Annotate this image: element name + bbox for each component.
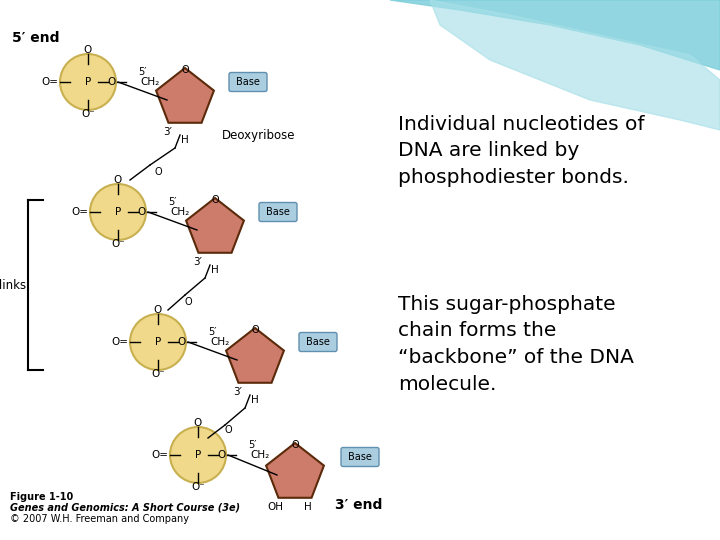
Text: CH₂: CH₂ [170,207,189,217]
Polygon shape [186,198,244,253]
Text: O: O [178,337,186,347]
Text: 5′: 5′ [168,197,176,207]
Polygon shape [156,68,214,123]
Text: Base: Base [306,337,330,347]
Text: O: O [114,175,122,185]
FancyBboxPatch shape [299,333,337,352]
Text: O=: O= [151,450,168,460]
Circle shape [170,427,226,483]
Text: O=: O= [112,337,128,347]
FancyBboxPatch shape [341,448,379,467]
Text: 3′: 3′ [233,387,243,397]
Text: 5′: 5′ [248,440,256,450]
Text: This sugar-phosphate
chain forms the
“backbone” of the DNA
molecule.: This sugar-phosphate chain forms the “ba… [398,295,634,394]
FancyBboxPatch shape [259,202,297,221]
Text: 3′: 3′ [163,127,173,137]
Text: Base: Base [266,207,290,217]
Text: P: P [195,450,201,460]
Polygon shape [266,443,324,498]
Text: O⁻: O⁻ [191,482,205,492]
Text: O: O [251,325,258,335]
Text: 5′ end: 5′ end [12,31,60,45]
Text: CH₂: CH₂ [210,337,229,347]
Text: O: O [211,195,219,205]
Text: Individual nucleotides of
DNA are linked by
phosphodiester bonds.: Individual nucleotides of DNA are linked… [398,115,644,187]
Text: O: O [291,440,299,450]
Text: O: O [154,167,162,177]
Text: O: O [184,297,192,307]
Circle shape [90,184,146,240]
Text: O: O [181,65,189,75]
Text: Base: Base [236,77,260,87]
Text: O: O [108,77,116,87]
Text: O=: O= [42,77,58,87]
FancyBboxPatch shape [229,72,267,91]
Text: OH: OH [267,502,283,512]
Polygon shape [430,0,720,130]
Text: 3′ end: 3′ end [335,498,382,512]
Polygon shape [390,0,720,70]
Text: O: O [194,418,202,428]
Text: O⁻: O⁻ [151,369,165,379]
Text: P: P [115,207,121,217]
Text: O⁻: O⁻ [81,109,95,119]
Text: Base: Base [348,452,372,462]
Text: © 2007 W.H. Freeman and Company: © 2007 W.H. Freeman and Company [10,514,189,524]
Polygon shape [226,328,284,383]
Text: P: P [85,77,91,87]
Text: Deoxyribose: Deoxyribose [222,129,295,141]
Text: Genes and Genomics: A Short Course (3e): Genes and Genomics: A Short Course (3e) [10,503,240,513]
Text: 5′: 5′ [138,67,146,77]
Text: Figure 1-10: Figure 1-10 [10,492,73,502]
Text: 5′: 5′ [208,327,217,337]
Polygon shape [390,0,720,70]
Text: 3′: 3′ [194,257,202,267]
Text: O=: O= [71,207,89,217]
Text: CH₂: CH₂ [140,77,159,87]
Text: H: H [181,135,189,145]
Circle shape [60,54,116,110]
Polygon shape [430,0,720,130]
Text: O: O [84,45,92,55]
Text: CH₂: CH₂ [250,450,269,460]
Text: P: P [155,337,161,347]
Text: H: H [251,395,259,405]
Circle shape [130,314,186,370]
Text: O: O [154,305,162,315]
Text: O: O [224,425,232,435]
Text: H: H [211,265,219,275]
Text: O: O [218,450,226,460]
Text: H: H [304,502,312,512]
Text: O⁻: O⁻ [111,239,125,249]
Text: Phosphodiester links: Phosphodiester links [0,279,26,292]
Text: O: O [138,207,146,217]
